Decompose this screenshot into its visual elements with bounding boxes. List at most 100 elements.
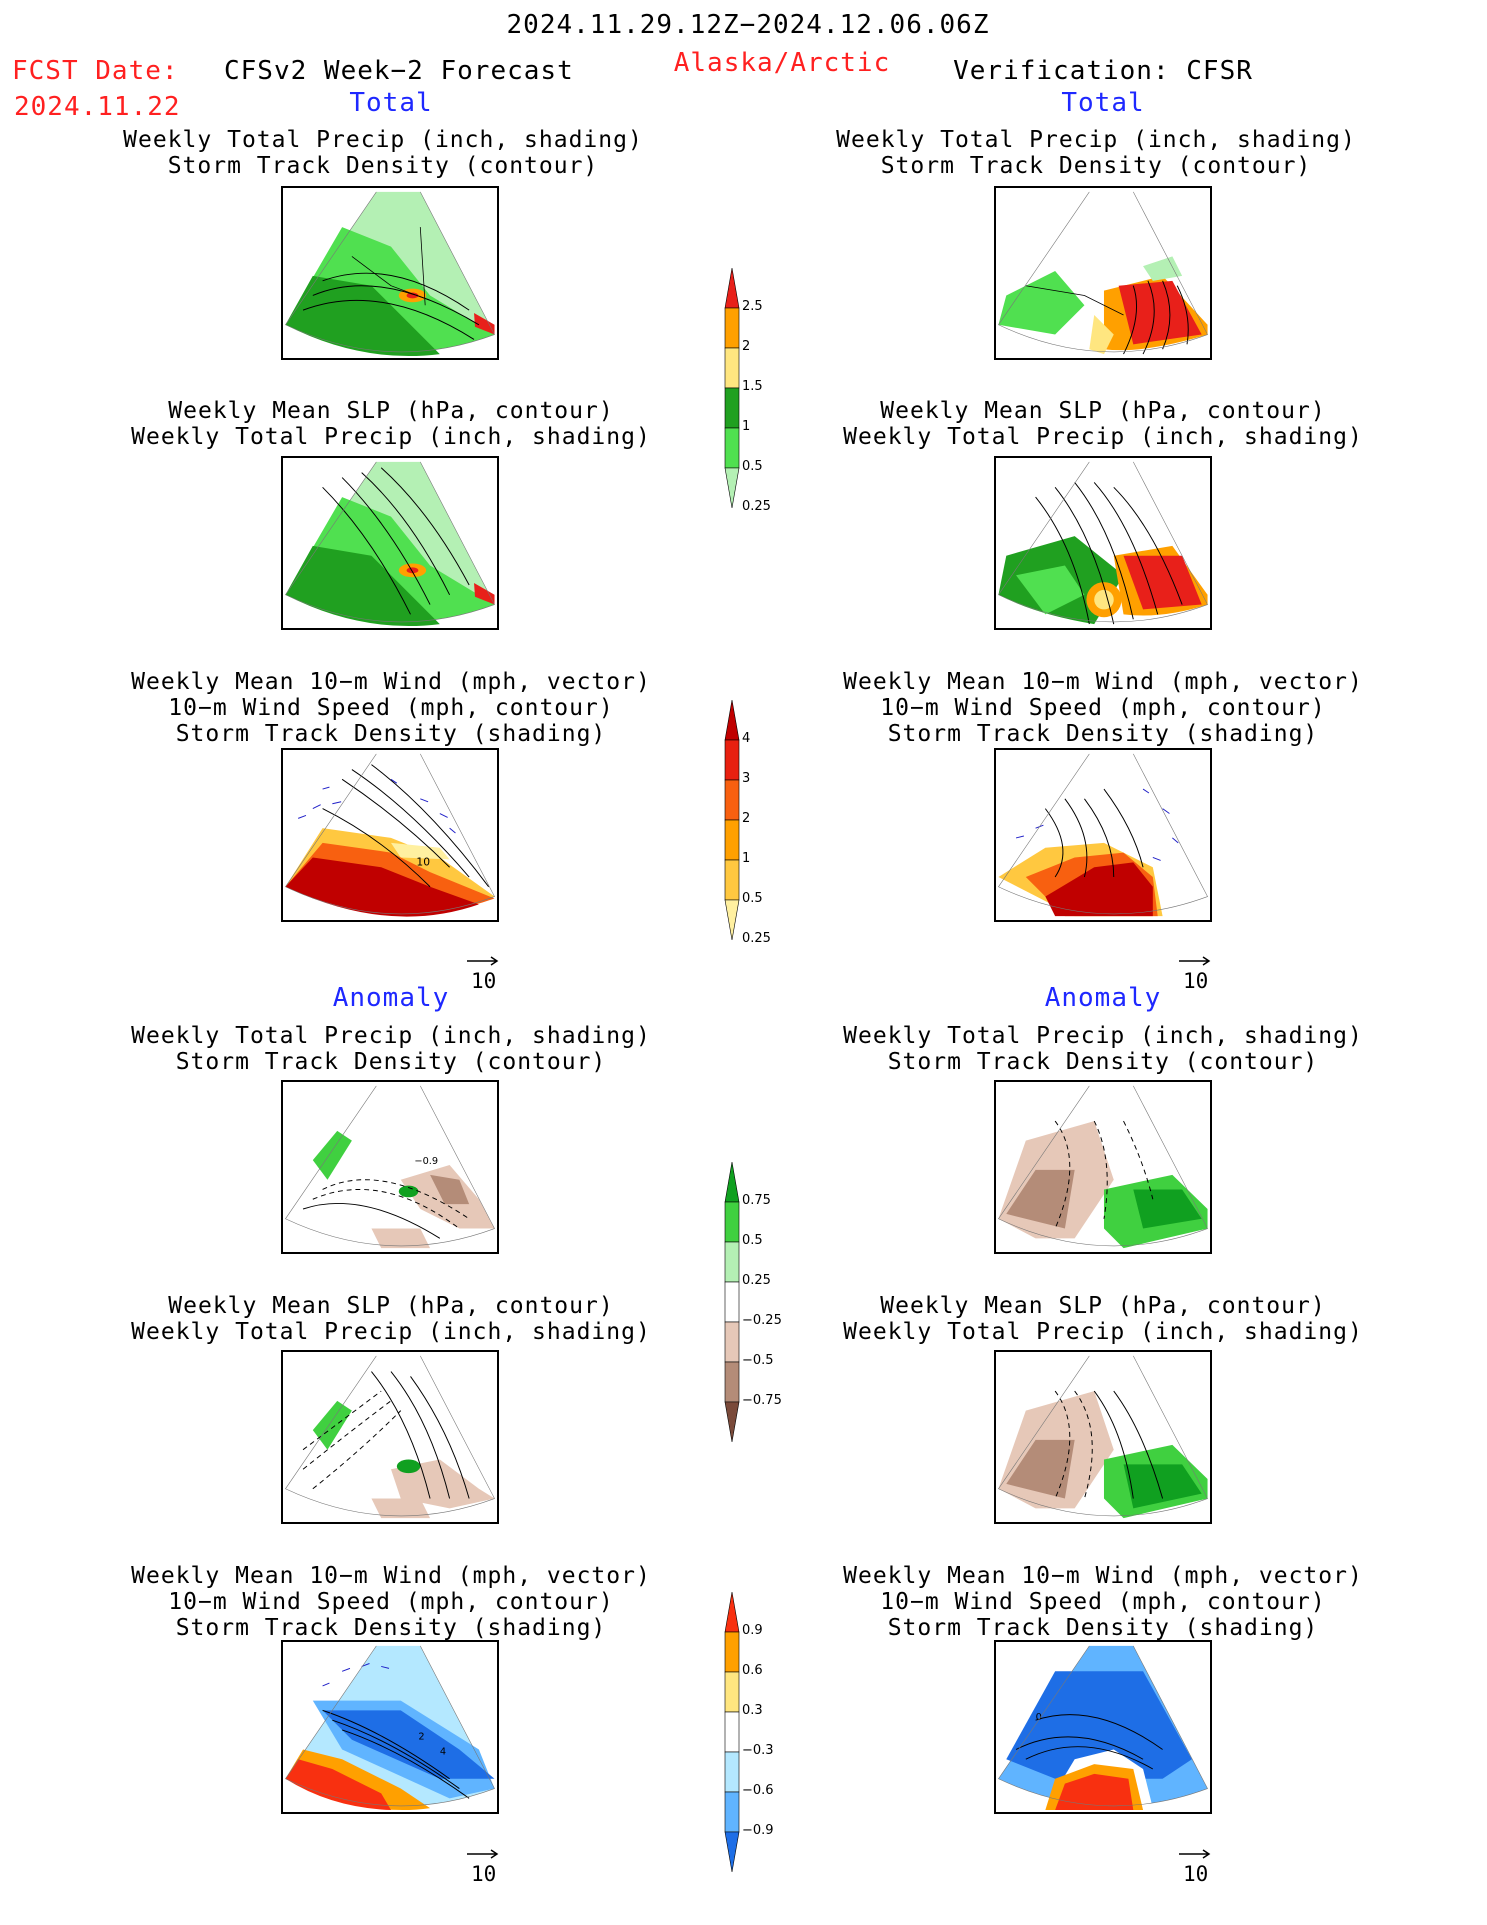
map-label: −0.9 (414, 1156, 438, 1167)
title-line: Storm Track Density (shading) (175, 1615, 607, 1641)
map-total-slp-cfsr (994, 456, 1212, 630)
section-total-fcst: Total (349, 88, 433, 118)
colorbar-graphic (724, 699, 740, 941)
arrow-right-icon (1179, 956, 1211, 966)
colorbar-segment (724, 467, 740, 509)
colorbar-segment (724, 699, 740, 741)
vector-reference-key: 10 (1175, 955, 1219, 999)
map-total-wind-cfsr (994, 748, 1212, 922)
vector-reference-key: 10 (463, 1848, 507, 1892)
title-line: Weekly Mean 10−m Wind (mph, vector) (843, 669, 1363, 695)
colorbar-segment (724, 1361, 740, 1403)
colorbar-tick-label: −0.3 (742, 1743, 774, 1758)
colorbar-tick-label: 1 (742, 419, 751, 434)
colorbar-tick-label: 2 (742, 339, 751, 354)
colorbar-segment (724, 307, 740, 349)
colorbar-segment (724, 1401, 740, 1443)
vector-reference-label: 10 (471, 969, 497, 993)
section-anomaly-fcst: Anomaly (332, 983, 450, 1013)
colorbar-segment (724, 1791, 740, 1833)
colorbar-total-precip: 2.5 2 1.5 1 0.5 0.25 (720, 267, 810, 548)
title-line: Weekly Mean SLP (hPa, contour) (168, 1293, 614, 1319)
colorbar-tick-label: 3 (742, 771, 751, 786)
colorbar-segment (724, 779, 740, 821)
colorbar-segment (724, 1161, 740, 1203)
colorbar-total-storm-density: 4 3 2 1 0.5 0.25 (720, 699, 810, 980)
arrow-right-icon (467, 956, 499, 966)
map-anom-wind-fcst: 2 4 (281, 1640, 499, 1814)
colorbar-tick-label: 0.5 (742, 1233, 763, 1248)
colorbar-segment (724, 1831, 740, 1873)
title-total-wind-fcst: Weekly Mean 10−m Wind (mph, vector) 10−m… (131, 669, 651, 747)
colorbar-segment (724, 1751, 740, 1793)
title-line: Weekly Mean 10−m Wind (mph, vector) (131, 669, 651, 695)
fcst-date-value: 2024.11.22 (14, 92, 181, 122)
section-total-cfsr: Total (1061, 88, 1145, 118)
vector-reference-label: 10 (471, 1862, 497, 1886)
title-line: 10−m Wind Speed (mph, contour) (168, 695, 614, 721)
map-total-wind-fcst: 10 (281, 748, 499, 922)
title-anom-precip-cfsr: Weekly Total Precip (inch, shading) Stor… (843, 1023, 1363, 1075)
map-total-precip-cfsr (994, 186, 1212, 360)
title-line: Weekly Total Precip (inch, shading) (131, 1023, 651, 1049)
colorbar-tick-label: −0.25 (742, 1313, 782, 1328)
colorbar-tick-label: −0.9 (742, 1823, 774, 1838)
colorbar-segment (724, 1671, 740, 1713)
title-anom-slp-fcst: Weekly Mean SLP (hPa, contour) Weekly To… (131, 1293, 651, 1345)
colorbar-tick-label: 0.6 (742, 1663, 763, 1678)
title-line: Weekly Total Precip (inch, shading) (843, 1023, 1363, 1049)
colorbar-segment (724, 387, 740, 429)
map-label: 4 (440, 1746, 446, 1757)
forecast-period: 2024.11.29.12Z−2024.12.06.06Z (506, 10, 990, 40)
colorbar-graphic (724, 267, 740, 509)
title-line: Weekly Mean SLP (hPa, contour) (168, 398, 614, 424)
title-line: Storm Track Density (shading) (887, 1615, 1319, 1641)
colorbar-tick-label: −0.5 (742, 1353, 774, 1368)
arrow-right-icon (467, 1849, 499, 1859)
colorbar-tick-label: 0.25 (742, 931, 771, 946)
title-total-slp-fcst: Weekly Mean SLP (hPa, contour) Weekly To… (131, 398, 651, 450)
title-line: Storm Track Density (contour) (167, 153, 599, 179)
colorbar-segment (724, 1281, 740, 1323)
title-line: Weekly Total Precip (inch, shading) (123, 127, 643, 153)
colorbar-segment (724, 427, 740, 469)
title-line: Storm Track Density (shading) (175, 721, 607, 747)
colorbar-graphic (724, 1161, 740, 1443)
title-line: Weekly Total Precip (inch, shading) (131, 1319, 651, 1345)
title-line: Weekly Mean 10−m Wind (mph, vector) (843, 1563, 1363, 1589)
section-anomaly-cfsr: Anomaly (1044, 983, 1162, 1013)
title-line: Storm Track Density (shading) (887, 721, 1319, 747)
map-total-slp-fcst (281, 456, 499, 630)
map-total-precip-fcst (281, 186, 499, 360)
title-anom-wind-cfsr: Weekly Mean 10−m Wind (mph, vector) 10−m… (843, 1563, 1363, 1641)
colorbar-tick-label: 1.5 (742, 379, 763, 394)
colorbar-tick-label: 0.5 (742, 891, 763, 906)
title-line: 10−m Wind Speed (mph, contour) (880, 1589, 1326, 1615)
colorbar-tick-label: −0.75 (742, 1393, 782, 1408)
title-total-slp-cfsr: Weekly Mean SLP (hPa, contour) Weekly To… (843, 398, 1363, 450)
title-anom-slp-cfsr: Weekly Mean SLP (hPa, contour) Weekly To… (843, 1293, 1363, 1345)
vector-reference-label: 10 (1183, 969, 1209, 993)
title-total-precip-cfsr: Weekly Total Precip (inch, shading) Stor… (836, 127, 1356, 179)
title-line: Weekly Total Precip (inch, shading) (843, 424, 1363, 450)
colorbar-segment (724, 347, 740, 389)
title-line: Weekly Mean 10−m Wind (mph, vector) (131, 1563, 651, 1589)
colorbar-segment (724, 1321, 740, 1363)
colorbar-tick-label: 0.25 (742, 499, 771, 514)
colorbar-tick-label: −0.6 (742, 1783, 774, 1798)
title-line: Weekly Mean SLP (hPa, contour) (880, 398, 1326, 424)
forecast-title: CFSv2 Week−2 Forecast (224, 56, 574, 86)
title-anom-wind-fcst: Weekly Mean 10−m Wind (mph, vector) 10−m… (131, 1563, 651, 1641)
colorbar-segment (724, 1591, 740, 1633)
colorbar-segment (724, 1201, 740, 1243)
vector-reference-key: 10 (1175, 1848, 1219, 1892)
colorbar-segment (724, 267, 740, 309)
map-anom-precip-fcst: −0.9 (281, 1080, 499, 1254)
colorbar-anom-storm-density: 0.9 0.6 0.3 −0.3 −0.6 −0.9 (720, 1591, 810, 1873)
colorbar-segment (724, 819, 740, 861)
colorbar-segment (724, 859, 740, 901)
title-line: Storm Track Density (contour) (880, 153, 1312, 179)
colorbar-segment (724, 1241, 740, 1283)
title-line: Storm Track Density (contour) (887, 1049, 1319, 1075)
map-anom-slp-fcst (281, 1350, 499, 1524)
